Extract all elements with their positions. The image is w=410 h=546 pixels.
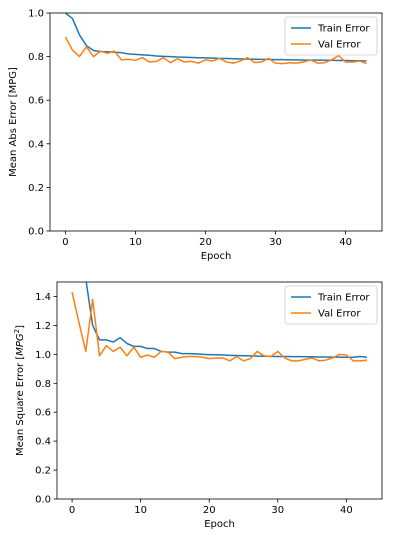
x-tick-label: 10 (129, 237, 142, 248)
y-tick-label: 0.4 (35, 437, 51, 448)
x-tick-label: 40 (339, 237, 352, 248)
chart-2: 0 10 20 30 40 0.0 0.2 0.4 0.6 0.8 1.0 1.2 1.4 Epoch Me… (13, 281, 383, 530)
legend: Train Error Val Error (284, 16, 378, 56)
y-tick-label: 1.4 (35, 292, 51, 303)
y-tick-label: 0.6 (28, 96, 44, 107)
y-tick-label: 0.6 (35, 408, 51, 419)
y-axis-label: Mean Square Error [MPG2] (13, 325, 26, 456)
x-axis-label: Epoch (201, 251, 232, 262)
y-tick-label: 0.0 (28, 227, 44, 238)
y-tick-label: 1.2 (35, 321, 51, 332)
y-tick-label: 0.0 (35, 495, 51, 506)
axes-frame (56, 281, 383, 500)
legend: Train Error Val Error (284, 285, 378, 325)
x-tick-label: 10 (134, 505, 147, 516)
x-tick-label: 0 (62, 237, 68, 248)
y-tick-label: 0.8 (35, 379, 51, 390)
y-tick-label: 0.2 (28, 183, 44, 194)
axes-frame (49, 12, 383, 232)
series-line-train-error (85, 282, 367, 358)
series-line-val-error (71, 291, 367, 362)
x-tick-label: 20 (203, 505, 216, 516)
legend-box (284, 285, 378, 325)
x-tick-label: 30 (269, 237, 282, 248)
y-tick-label: 0.8 (28, 52, 44, 63)
legend-label: Train Error (317, 24, 370, 35)
series-line-val-error (64, 36, 367, 65)
y-tick-label: 1.0 (35, 350, 51, 361)
legend-label: Val Error (318, 40, 361, 51)
x-tick-label: 20 (199, 237, 212, 248)
x-tick-label: 40 (340, 505, 353, 516)
x-axis-label: Epoch (204, 519, 235, 530)
legend-box (284, 16, 378, 56)
legend-label: Val Error (318, 309, 361, 320)
y-tick-label: 1.0 (28, 9, 44, 20)
legend-label: Train Error (317, 293, 370, 304)
x-tick-label: 30 (271, 505, 284, 516)
chart-1: 0 10 20 30 40 0.0 0.2 0.4 0.6 0.8 1.0 Epoch Mean Abs… (8, 9, 383, 262)
x-tick-label: 0 (69, 505, 75, 516)
y-tick-label: 0.2 (35, 466, 51, 477)
y-axis-label: Mean Abs Error [MPG] (8, 67, 19, 177)
y-tick-label: 0.4 (28, 139, 44, 150)
